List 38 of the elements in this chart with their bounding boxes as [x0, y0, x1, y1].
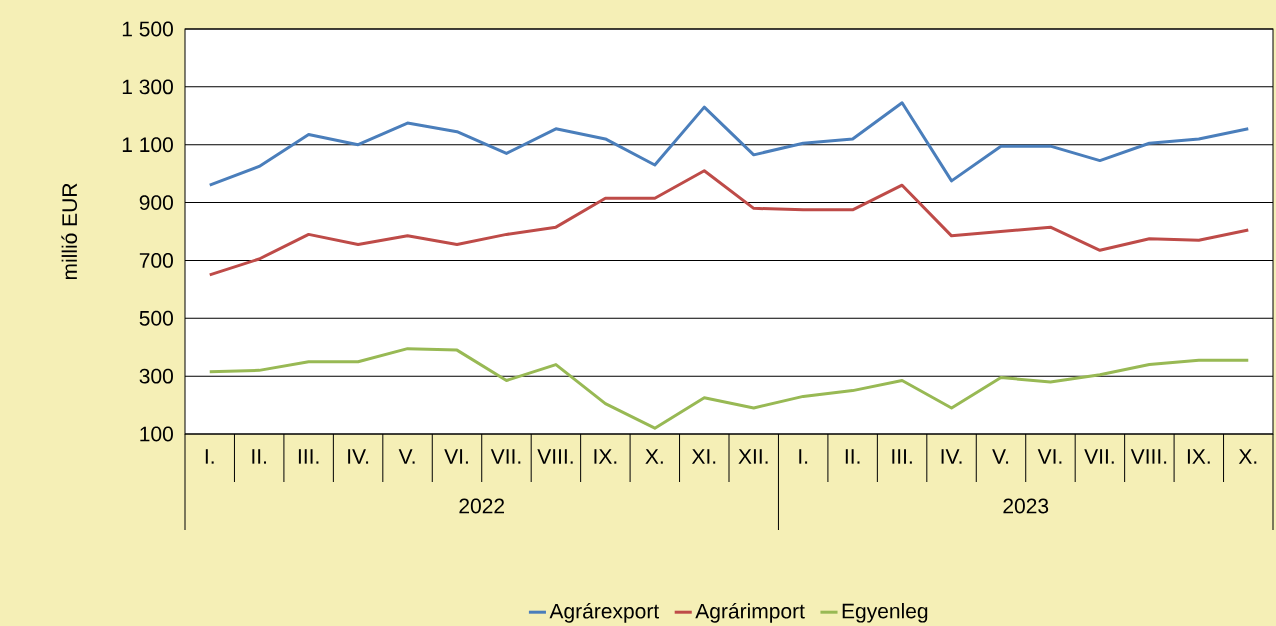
legend-label: Agrárexport [549, 602, 660, 623]
legend-label: Egyenleg [842, 603, 928, 623]
y-tick-label: 1 100 [122, 137, 173, 153]
x-tick-label: XI. [691, 449, 716, 464]
x-tick-label: III. [892, 449, 912, 464]
y-tick-label: 100 [140, 426, 173, 442]
x-tick-label: I. [205, 449, 214, 464]
x-tick-label: II. [845, 449, 860, 464]
line-series [208, 101, 1250, 187]
x-tick-label: III. [298, 449, 319, 464]
x-tick-label: V. [992, 449, 1009, 464]
x-tick-label: IV. [941, 449, 962, 464]
line-series [208, 347, 1250, 430]
x-tick-label: IV. [348, 449, 369, 464]
text: 2022 [459, 498, 505, 514]
y-tick-label: 1 300 [122, 79, 173, 95]
x-tick-label: VII. [490, 449, 521, 464]
y-tick-label: 700 [139, 252, 173, 268]
x-tick-label: X. [1238, 449, 1257, 464]
legend-label: Agrárimport [695, 602, 805, 623]
x-tick-label: I. [799, 449, 808, 464]
x-tick-label: VIII. [537, 449, 573, 464]
y-tick-label: 500 [139, 310, 173, 326]
x-tick-label: V. [398, 449, 415, 464]
text: 2023 [1003, 498, 1049, 514]
x-tick-label: XII. [738, 449, 768, 464]
x-tick-label: VI. [444, 449, 468, 464]
x-tick-label: VIII. [1130, 449, 1167, 464]
y-tick-label: 300 [139, 368, 173, 384]
x-tick-label: VII. [1084, 449, 1114, 464]
x-tick-label: X. [645, 449, 663, 464]
x-tick-label: VI. [1037, 449, 1062, 464]
y-tick-label: 1 500 [122, 21, 173, 37]
y-axis-title: millió EUR [61, 183, 78, 280]
x-tick-label: IX. [594, 449, 617, 464]
x-tick-label: II. [252, 449, 267, 464]
x-tick-label: IX. [1187, 449, 1210, 464]
y-tick-label: 900 [139, 195, 173, 210]
